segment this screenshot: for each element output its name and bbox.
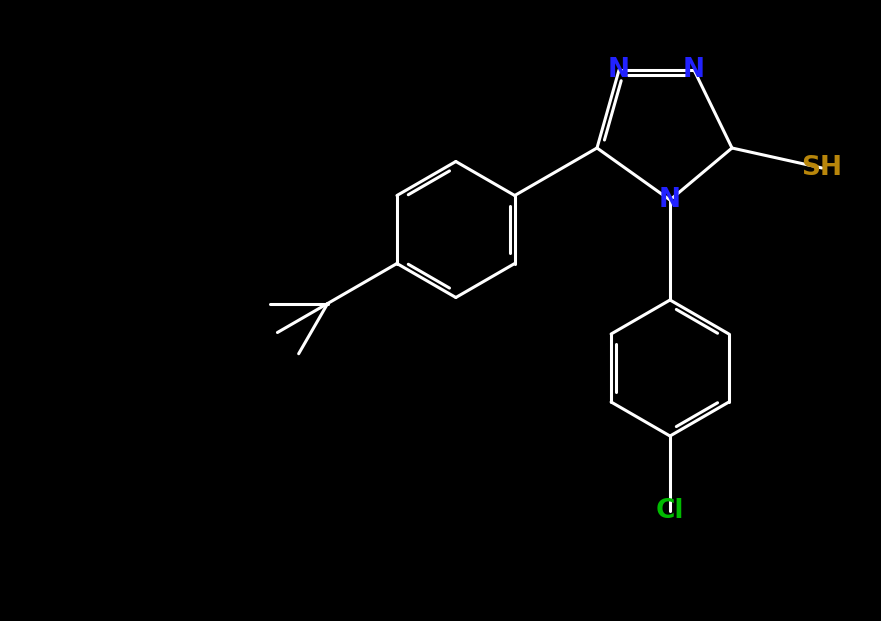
Text: SH: SH — [802, 155, 842, 181]
Text: N: N — [608, 57, 630, 83]
Text: Cl: Cl — [655, 498, 685, 524]
Text: N: N — [683, 57, 705, 83]
Text: N: N — [659, 187, 681, 213]
